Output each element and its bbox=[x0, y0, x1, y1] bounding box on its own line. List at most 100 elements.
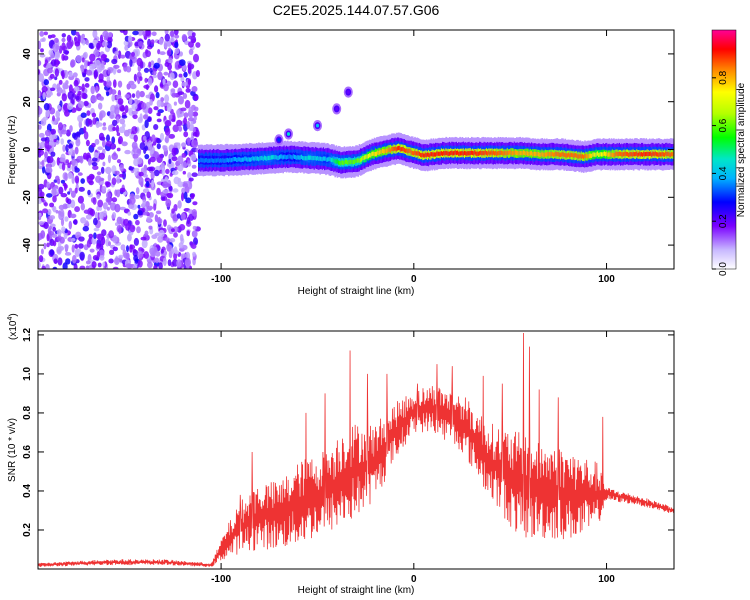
noise-cell bbox=[111, 214, 115, 220]
noise-cell bbox=[49, 73, 55, 79]
noise-cell bbox=[154, 232, 160, 237]
noise-cell bbox=[184, 257, 191, 267]
noise-cell bbox=[72, 254, 77, 264]
colorbar-tick-label: 0.6 bbox=[718, 118, 729, 132]
ridge-cell bbox=[339, 160, 341, 166]
noise-cell bbox=[147, 77, 153, 86]
ridge-cell bbox=[332, 157, 334, 162]
noise-cell bbox=[181, 142, 187, 148]
noise-cell bbox=[173, 176, 180, 185]
noise-cell bbox=[96, 171, 102, 176]
ridge-cell bbox=[363, 155, 365, 161]
ridge-cell bbox=[505, 151, 508, 156]
noise-cell bbox=[187, 159, 191, 164]
noise-cell bbox=[153, 62, 160, 69]
ridge-cell bbox=[491, 151, 494, 156]
noise-cell bbox=[84, 77, 90, 82]
noise-cell bbox=[119, 105, 125, 112]
noise-cell bbox=[192, 251, 196, 257]
noise-cell bbox=[169, 72, 175, 81]
ridge-cell bbox=[247, 157, 250, 162]
noise-cell bbox=[142, 30, 146, 37]
noise-cell bbox=[120, 244, 126, 251]
noise-cell bbox=[47, 208, 52, 216]
noise-cell bbox=[138, 176, 144, 186]
ridge-cell bbox=[321, 157, 324, 162]
noise-cell bbox=[177, 142, 181, 150]
noise-cell bbox=[177, 155, 184, 165]
ridge-cell bbox=[535, 152, 538, 157]
ridge-cell bbox=[655, 152, 658, 157]
noise-cell bbox=[148, 225, 153, 230]
ridge-cell bbox=[219, 158, 222, 163]
noise-cell bbox=[182, 93, 188, 99]
noise-cell bbox=[102, 261, 106, 267]
noise-cell bbox=[102, 161, 106, 167]
noise-cell bbox=[149, 156, 156, 163]
noise-cell bbox=[43, 157, 48, 163]
noise-cell bbox=[183, 71, 188, 78]
noise-cell bbox=[52, 43, 59, 53]
ridge-cell bbox=[203, 158, 206, 163]
noise-cell bbox=[67, 162, 71, 169]
noise-cell bbox=[177, 181, 184, 188]
noise-cell bbox=[166, 49, 172, 56]
noise-cell bbox=[167, 259, 172, 267]
ridge-cell bbox=[226, 157, 229, 163]
noise-cell bbox=[98, 73, 104, 82]
noise-cell bbox=[68, 143, 73, 149]
noise-cell bbox=[151, 179, 155, 188]
noise-cell bbox=[106, 134, 110, 142]
noise-cell bbox=[158, 37, 164, 46]
ridge-cell bbox=[230, 158, 232, 163]
noise-cell bbox=[108, 230, 114, 239]
noise-cell bbox=[172, 80, 179, 88]
ridge-cell bbox=[489, 151, 491, 156]
noise-cell bbox=[116, 147, 121, 152]
noise-cell bbox=[60, 138, 64, 145]
noise-cell bbox=[118, 254, 124, 259]
noise-cell bbox=[93, 69, 99, 78]
noise-cell bbox=[74, 166, 78, 171]
ridge-cell bbox=[553, 152, 555, 157]
noise-cell bbox=[132, 145, 139, 154]
noise-cell bbox=[97, 146, 103, 151]
snr-frame bbox=[37, 330, 675, 570]
noise-cell bbox=[166, 192, 174, 199]
ridge-cell bbox=[407, 149, 409, 154]
noise-cell bbox=[116, 216, 123, 225]
noise-cell bbox=[117, 69, 122, 74]
noise-cell bbox=[69, 125, 73, 133]
noise-cell bbox=[137, 157, 143, 165]
ridge-cell bbox=[627, 152, 629, 157]
ridge-cell bbox=[335, 159, 338, 164]
noise-cell bbox=[107, 124, 114, 132]
ridge-cell bbox=[415, 151, 417, 156]
noise-cell bbox=[143, 84, 150, 89]
noise-cell bbox=[81, 57, 85, 63]
ridge-cell bbox=[487, 151, 489, 156]
noise-cell bbox=[61, 71, 65, 80]
noise-cell bbox=[126, 233, 132, 242]
noise-cell bbox=[41, 265, 46, 269]
ridge-cell bbox=[596, 151, 599, 156]
noise-cell bbox=[195, 42, 201, 48]
ridge-cell bbox=[389, 148, 392, 153]
noise-cell bbox=[42, 208, 49, 214]
ridge-cell bbox=[460, 151, 463, 156]
noise-cell bbox=[193, 53, 199, 63]
noise-cell bbox=[45, 166, 52, 173]
noise-cell bbox=[75, 31, 80, 36]
noise-cell bbox=[74, 146, 79, 155]
ridge-cell bbox=[324, 156, 326, 161]
ridge-cell bbox=[258, 157, 260, 162]
noise-cell bbox=[106, 75, 111, 82]
ridge-cell bbox=[291, 155, 294, 160]
noise-cell bbox=[149, 99, 153, 106]
noise-cell bbox=[53, 258, 58, 265]
ridge-cell bbox=[551, 151, 554, 157]
noise-cell bbox=[67, 191, 71, 195]
noise-cell bbox=[153, 203, 157, 211]
noise-cell bbox=[147, 38, 152, 48]
snr-ylabel: SNR (10 * v/v) bbox=[7, 418, 18, 482]
